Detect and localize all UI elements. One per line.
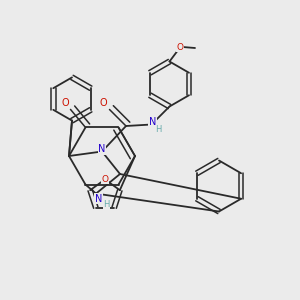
- Text: N: N: [149, 117, 156, 127]
- Text: N: N: [95, 194, 102, 204]
- Text: N: N: [98, 144, 106, 154]
- Text: H: H: [155, 125, 161, 134]
- Text: O: O: [101, 175, 109, 184]
- Text: H: H: [103, 200, 110, 209]
- Text: O: O: [99, 98, 107, 109]
- Text: O: O: [176, 43, 184, 52]
- Text: O: O: [61, 98, 69, 108]
